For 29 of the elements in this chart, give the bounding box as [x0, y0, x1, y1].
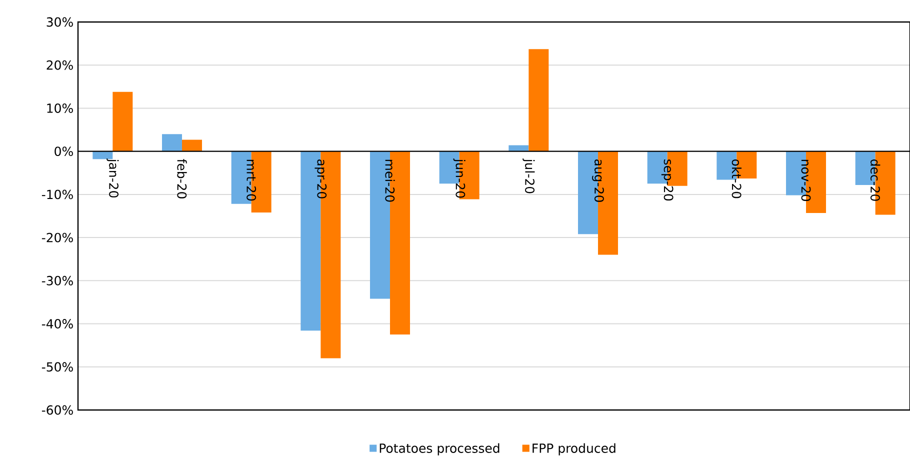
- y-tick-label: -60%: [42, 405, 73, 415]
- x-tick-label: okt-20: [732, 159, 742, 198]
- y-tick-label: 0%: [54, 146, 73, 156]
- x-tick-label: mrt-20: [246, 160, 256, 201]
- bar: [92, 151, 113, 160]
- x-tick-label: nov-20: [801, 160, 811, 202]
- bar: [528, 49, 549, 152]
- bar: [182, 140, 202, 152]
- y-tick-label: 20%: [46, 60, 73, 70]
- x-tick-label: sep-20: [661, 159, 674, 201]
- legend-label: FPP produced: [532, 443, 616, 456]
- y-tick-label: -10%: [42, 190, 73, 200]
- y-tick-label: -50%: [42, 362, 73, 372]
- x-tick-label: aug-20: [592, 160, 604, 202]
- x-tick-label: jul-20: [522, 158, 535, 194]
- x-tick-label: apr-20: [314, 160, 327, 198]
- x-tick-label: feb-20: [177, 159, 187, 198]
- x-tick-label: mei-20: [385, 160, 395, 202]
- x-tick-label: dec-20: [870, 159, 880, 201]
- y-tick-label: 10%: [47, 103, 73, 113]
- y-tick-label: -30%: [42, 276, 73, 286]
- x-tick-label: jan-20: [106, 158, 119, 198]
- bar: [162, 134, 182, 152]
- y-tick-label: -20%: [42, 232, 73, 242]
- y-tick-label: -40%: [42, 319, 73, 328]
- x-tick-label: jun-20: [453, 158, 466, 198]
- bar: [112, 92, 133, 152]
- legend-label: Potatoes processed: [380, 443, 500, 456]
- y-tick-label: 30%: [46, 17, 73, 27]
